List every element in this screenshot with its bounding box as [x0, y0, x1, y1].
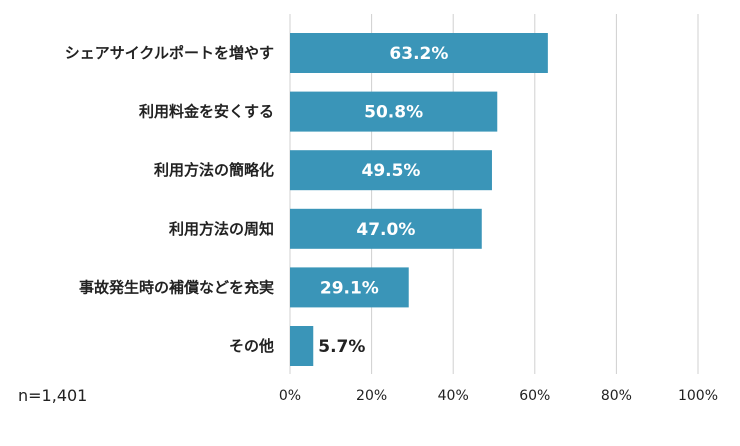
category-label-4: 利用方法の周知: [169, 220, 274, 238]
x-axis-tick-labels: 0% 20% 40% 60% 80% 100%: [279, 388, 718, 404]
data-label-1: 63.2%: [389, 44, 448, 64]
data-label-4: 47.0%: [356, 220, 415, 240]
x-tick-label-60: 60%: [519, 388, 550, 404]
sample-size-note: n=1,401: [18, 386, 88, 405]
data-label-5: 29.1%: [320, 278, 379, 298]
x-tick-label-40: 40%: [438, 388, 469, 404]
bar-5: [290, 267, 409, 308]
data-label-2: 50.8%: [364, 103, 423, 123]
x-tick-label-100: 100%: [678, 388, 718, 404]
data-label-3: 49.5%: [361, 161, 420, 181]
category-label-1: シェアサイクルポートを増やす: [65, 44, 274, 62]
bar-2: [290, 91, 498, 132]
grid-lines: [289, 14, 699, 374]
x-tick-label-0: 0%: [279, 388, 301, 404]
data-labels: 63.2% 50.8% 49.5% 47.0% 29.1% 5.7%: [318, 44, 448, 357]
x-tick-label-20: 20%: [356, 388, 387, 404]
category-label-3: 利用方法の簡略化: [154, 161, 274, 179]
bar-3: [290, 150, 492, 191]
bar-6: [290, 326, 314, 366]
bar-4: [290, 208, 482, 249]
bars: [290, 33, 548, 366]
category-label-5: 事故発生時の補償などを充実: [79, 278, 274, 296]
bar-1: [290, 33, 548, 73]
category-labels: シェアサイクルポートを増やす利用料金を安くする利用方法の簡略化利用方法の周知事故…: [65, 44, 274, 355]
data-label-6: 5.7%: [318, 337, 365, 357]
x-tick-label-80: 80%: [601, 388, 632, 404]
category-label-2: 利用料金を安くする: [139, 103, 274, 121]
category-label-6: その他: [229, 337, 274, 355]
